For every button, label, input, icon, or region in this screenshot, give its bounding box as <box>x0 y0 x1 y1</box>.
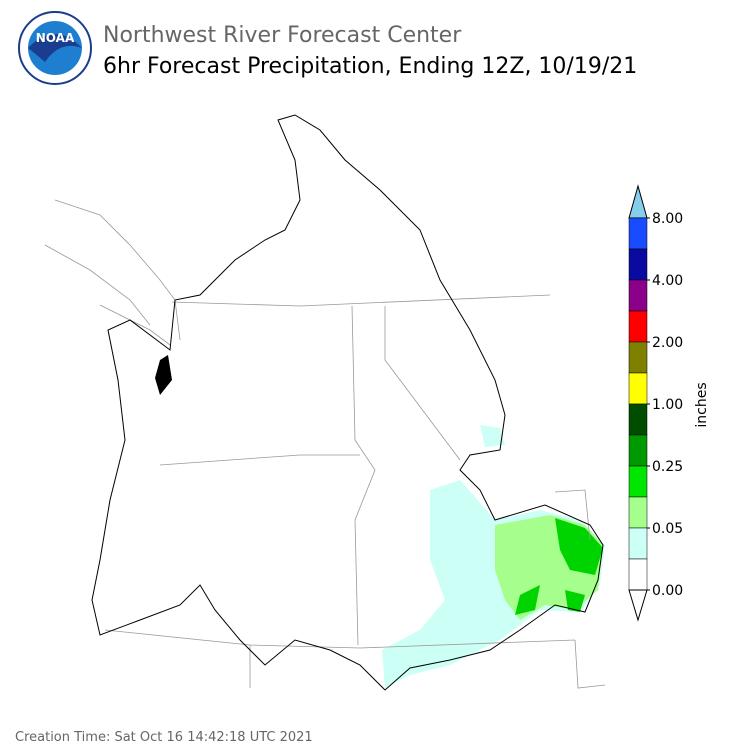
colorbar-box <box>628 465 648 498</box>
colorbar-box <box>628 558 648 591</box>
colorbar-extend <box>628 184 648 219</box>
colorbar-box <box>628 403 648 436</box>
state-border <box>104 294 606 689</box>
colorbar-box <box>628 310 648 343</box>
colorbar-box <box>628 217 648 250</box>
colorbar-extend <box>628 589 648 622</box>
precip-area <box>480 425 505 447</box>
org-name: Northwest River Forecast Center <box>103 23 462 48</box>
logo-text: NOAA <box>36 31 75 45</box>
colorbar-label: inches <box>694 382 710 427</box>
noaa-logo: NOAA <box>18 11 92 85</box>
creation-time: Creation Time: Sat Oct 16 14:42:18 UTC 2… <box>15 730 313 745</box>
colorbar-box <box>628 341 648 374</box>
precip-area <box>515 518 603 615</box>
basin-outline <box>91 114 604 691</box>
colorbar-tick-label: 1.00 <box>652 397 683 413</box>
colorbar-tick-label: 0.05 <box>652 521 683 537</box>
colorbar-box <box>628 496 648 529</box>
colorbar-tick-label: 0.25 <box>652 459 683 475</box>
colorbar-box <box>628 248 648 281</box>
colorbar-box <box>628 527 648 560</box>
colorbar: 8.00 4.00 2.00 1.00 0.25 0.05 0.00 <box>628 184 683 622</box>
colorbar-box <box>628 279 648 312</box>
colorbar-tick-label: 4.00 <box>652 273 683 289</box>
colorbar-box <box>628 434 648 467</box>
colorbar-box <box>628 372 648 405</box>
colorbar-tick-label: 0.00 <box>652 583 683 599</box>
map-title: 6hr Forecast Precipitation, Ending 12Z, … <box>103 54 637 79</box>
colorbar-tick-label: 8.00 <box>652 211 683 227</box>
colorbar-tick-label: 2.00 <box>652 335 683 351</box>
coastline <box>44 199 181 346</box>
map <box>44 114 606 691</box>
puget-sound <box>155 355 172 395</box>
